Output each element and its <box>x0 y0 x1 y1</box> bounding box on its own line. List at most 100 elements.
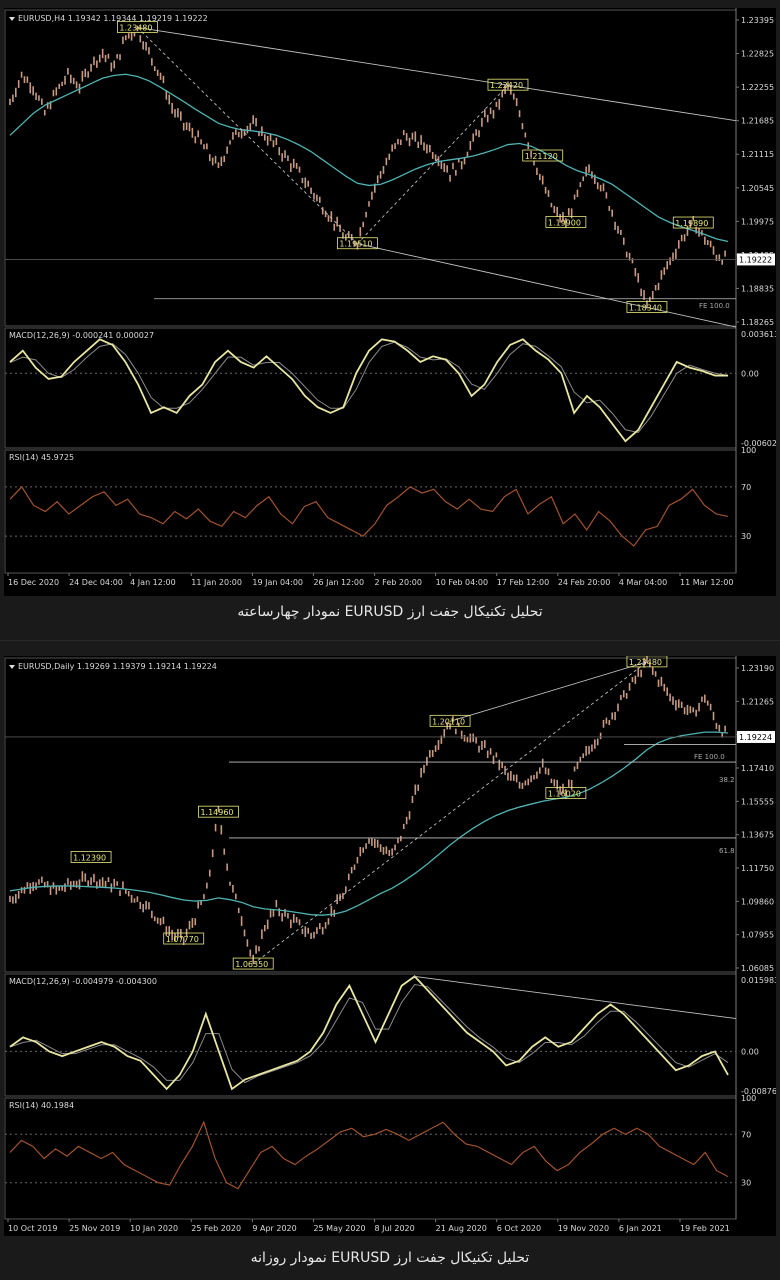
swing-label-box <box>487 78 529 91</box>
time-tick-label: 17 Feb 12:00 <box>497 578 549 587</box>
time-tick-label: 16 Dec 2020 <box>8 578 59 587</box>
current-price-label: 1.19224 <box>739 733 772 742</box>
swing-label: 1.19510 <box>339 240 372 249</box>
rsi-tick-label: 30 <box>741 532 751 541</box>
time-tick-label: 10 Feb 04:00 <box>436 578 488 587</box>
swing-label-box <box>198 805 239 818</box>
swing-label-box <box>116 21 158 33</box>
price-tick-label: 1.22255 <box>741 83 774 92</box>
trendline <box>137 26 737 122</box>
macd-signal-line <box>9 984 729 1084</box>
daily-caption: تحلیل تکنیکال جفت ارز EURUSD نمودار روزا… <box>250 1250 530 1266</box>
moving-average-line <box>9 73 729 243</box>
panel-frame <box>4 657 737 973</box>
price-tick-label: 1.21265 <box>741 697 774 706</box>
candles-group <box>9 656 726 964</box>
symbol-header: EURUSD,H4 1.19342 1.19344 1.19219 1.1922… <box>18 14 208 23</box>
swing-label-box <box>337 237 378 250</box>
price-tick-label: 1.18265 <box>741 318 774 327</box>
moving-average-line <box>9 731 729 916</box>
price-tick-label: 1.21115 <box>741 150 774 159</box>
time-tick-label: 11 Jan 20:00 <box>191 578 242 587</box>
time-tick-label: 9 Apr 2020 <box>252 1224 296 1233</box>
panel-frame <box>4 449 737 574</box>
rsi-header: RSI(14) 40.1984 <box>9 1101 74 1110</box>
price-tick-label: 1.13675 <box>741 831 774 840</box>
macd-trendline <box>413 975 737 1020</box>
macd-tick-label: 0.015983 <box>741 976 776 985</box>
time-tick-label: 4 Mar 04:00 <box>619 578 667 587</box>
time-tick-label: 26 Jan 12:00 <box>313 578 364 587</box>
time-tick-label: 25 Nov 2019 <box>69 1224 120 1233</box>
panel-frame <box>4 1097 737 1220</box>
time-tick-label: 24 Dec 04:00 <box>69 578 123 587</box>
h4-chart-panel: 1.23395 1.22825 1.22255 1.21685 1.21115 1.205… <box>4 8 776 596</box>
macd-header: MACD(12,26,9) -0.004979 -0.004300 <box>9 977 157 986</box>
price-tick-label: 1.22825 <box>741 50 774 59</box>
swing-label-box <box>163 932 205 945</box>
symbol-header: EURUSD,Daily 1.19269 1.19379 1.19214 1.1… <box>18 662 217 671</box>
time-tick-label: 24 Feb 20:00 <box>558 578 610 587</box>
trendline <box>449 661 648 722</box>
price-tick-label: 1.17410 <box>741 764 774 773</box>
trendline <box>252 661 648 965</box>
swing-label-box <box>429 714 471 727</box>
swing-label-box <box>545 787 587 799</box>
swing-label: 1.20110 <box>432 717 465 726</box>
panel-frame <box>4 9 737 327</box>
time-tick-label: 19 Nov 2020 <box>558 1224 609 1233</box>
fibo-annotation: FE 100.0 <box>699 302 730 310</box>
dropdown-icon <box>9 17 15 21</box>
macd-signal-line <box>9 341 729 433</box>
trendline <box>357 243 737 328</box>
rsi-tick-label: 30 <box>741 1179 751 1188</box>
swing-label: 1.23480 <box>629 658 662 667</box>
swing-label: 1.06350 <box>235 960 268 969</box>
swing-label: 1.21120 <box>525 152 558 161</box>
swing-label-box <box>626 656 668 668</box>
swing-label: 1.23480 <box>119 23 152 32</box>
swing-label: 1.22420 <box>490 81 523 90</box>
current-price-box <box>737 253 775 266</box>
swing-label-box <box>626 301 668 313</box>
rsi-tick-label: 70 <box>741 483 751 492</box>
swing-label: 1.12390 <box>73 854 106 863</box>
rsi-tick-label: 70 <box>741 1130 751 1139</box>
fibo-annotation: FE 100.0 <box>694 753 725 761</box>
trendline <box>357 84 509 245</box>
rsi-line <box>9 1120 729 1190</box>
fibo-annotation: 61.8 <box>719 847 735 855</box>
swing-label-box <box>545 216 587 228</box>
price-tick-label: 1.07955 <box>741 931 774 940</box>
time-tick-label: 21 Aug 2020 <box>436 1224 487 1233</box>
time-tick-label: 25 May 2020 <box>313 1224 365 1233</box>
current-price-label: 1.19222 <box>739 255 772 264</box>
macd-line <box>9 975 729 1091</box>
fibo-annotation: 38.2 <box>719 776 735 784</box>
swing-label: 1.16020 <box>548 789 581 798</box>
swing-label-box <box>522 149 564 162</box>
swing-label: 1.18340 <box>629 303 662 312</box>
swing-label: 1.07770 <box>166 935 199 944</box>
price-tick-label: 1.09860 <box>741 897 774 906</box>
price-tick-label: 1.18835 <box>741 284 774 293</box>
price-tick-label: 1.20545 <box>741 184 774 193</box>
swing-label: 1.14960 <box>200 808 233 817</box>
macd-tick-label: 0.003613 <box>741 330 776 339</box>
rsi-tick-label: 100 <box>741 446 756 455</box>
h4-chart-svg: 1.23395 1.22825 1.22255 1.21685 1.21115 1.205… <box>4 8 776 587</box>
macd-tick-label: 0.00 <box>741 1047 759 1056</box>
panel-frame <box>4 973 737 1097</box>
swing-label: 1.19890 <box>675 219 708 228</box>
macd-line <box>9 338 728 443</box>
time-tick-label: 19 Jan 04:00 <box>252 578 303 587</box>
h4-caption: تحلیل تکنیکال جفت ارز EURUSD نمودار چهار… <box>237 604 543 620</box>
trendline <box>137 27 358 245</box>
candles-group <box>9 25 726 309</box>
macd-header: MACD(12,26,9) -0.000241 0.000027 <box>9 331 154 340</box>
time-tick-label: 11 Mar 12:00 <box>680 578 733 587</box>
price-tick-label: 1.06085 <box>741 964 774 973</box>
current-price-box <box>737 730 775 743</box>
dropdown-icon <box>9 665 15 669</box>
swing-label-box <box>70 851 112 863</box>
